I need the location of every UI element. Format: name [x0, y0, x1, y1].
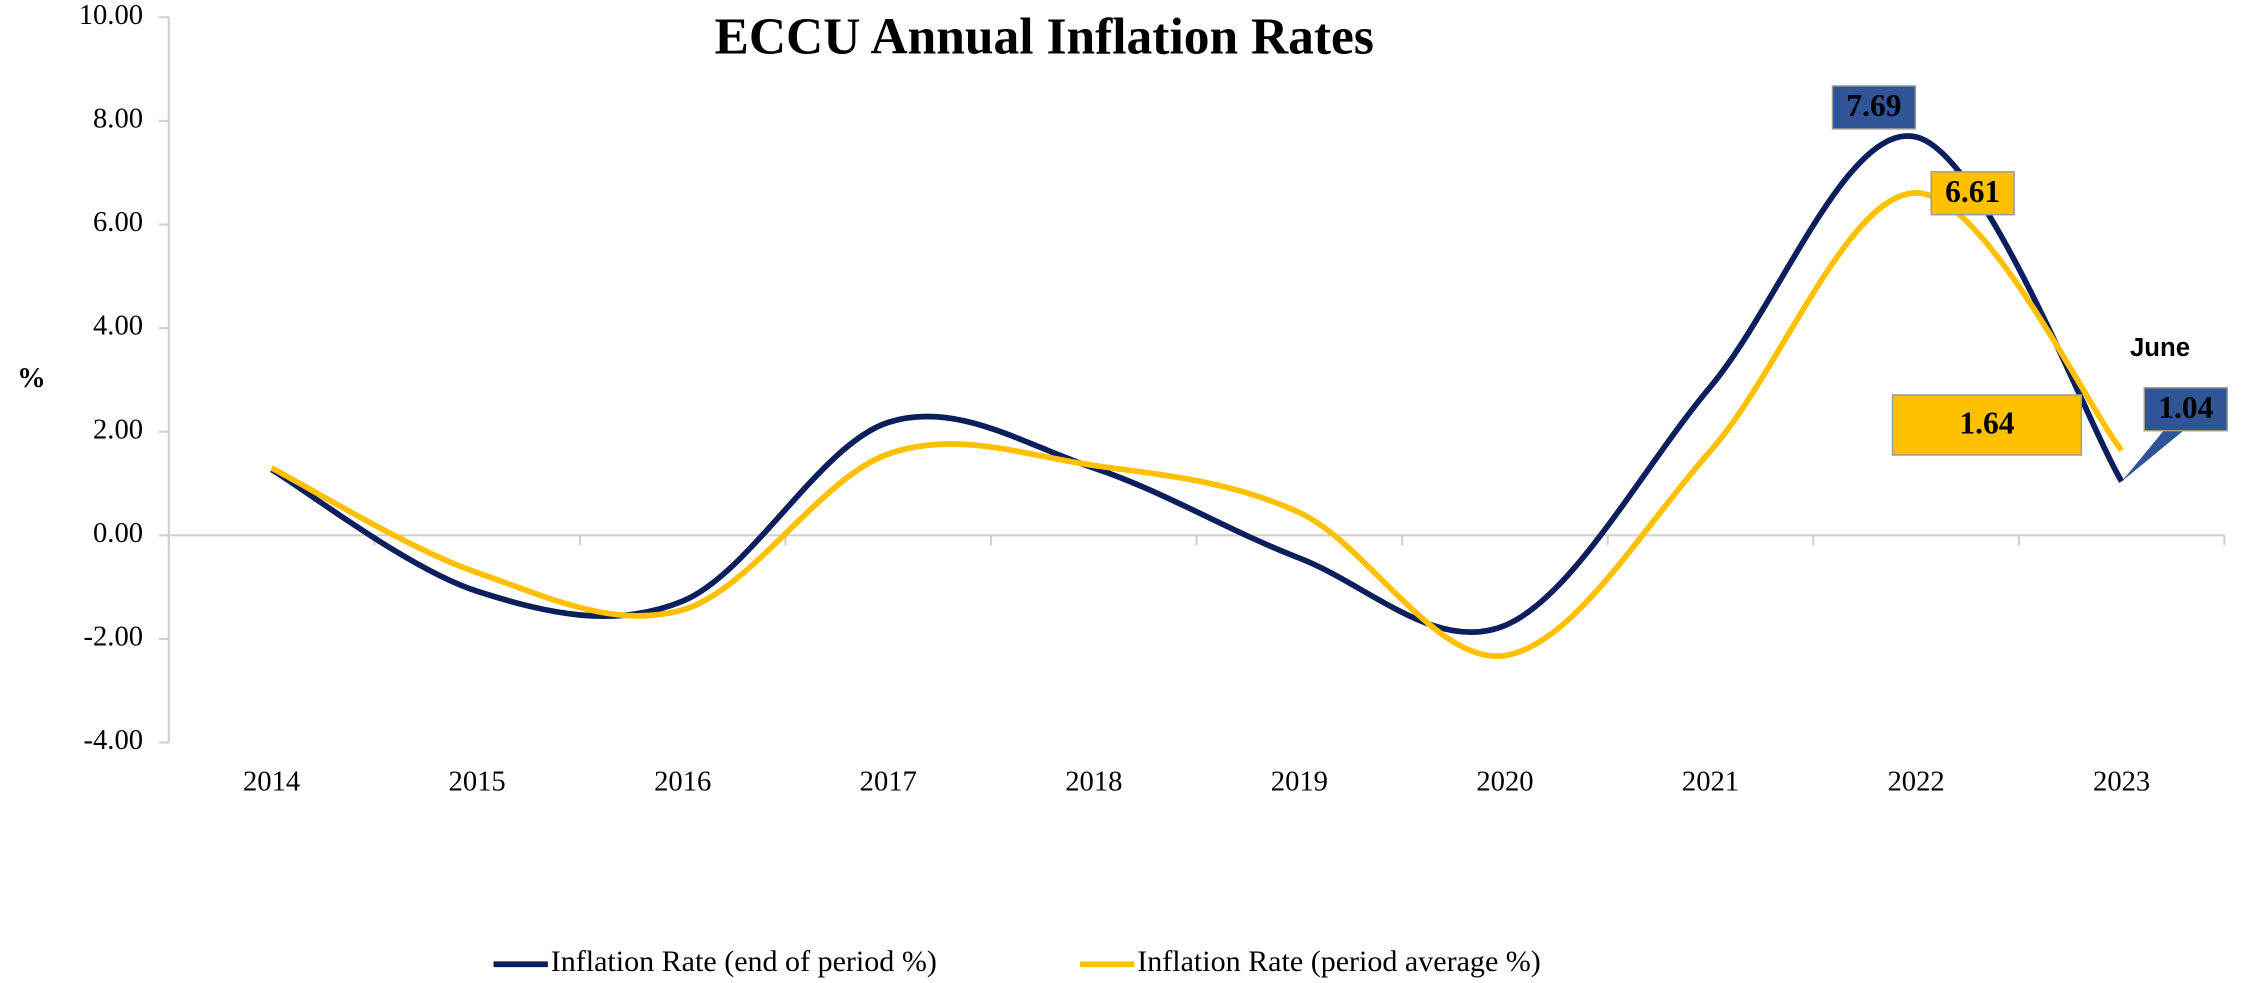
- x-tick-label: 2018: [1065, 767, 1122, 798]
- data-label: 1.64: [1959, 406, 2014, 441]
- data-label-box: [1930, 171, 2015, 216]
- x-tick-label: 2020: [1476, 767, 1533, 798]
- annotation: June: [2130, 334, 2190, 362]
- data-label-box: [2143, 387, 2228, 432]
- legend-label: Inflation Rate (end of period %): [551, 945, 937, 978]
- chart-title: ECCU Annual Inflation Rates: [715, 8, 1374, 65]
- y-tick-label: -2.00: [83, 622, 143, 653]
- data-label: 6.61: [1945, 174, 2000, 209]
- x-tick-label: 2019: [1271, 767, 1328, 798]
- data-label-box: [1891, 394, 2083, 456]
- y-tick-label: 8.00: [93, 103, 143, 134]
- data-label-box: [1831, 85, 1917, 130]
- x-tick-label: 2022: [1887, 767, 1944, 798]
- y-tick-label: 0.00: [93, 518, 143, 549]
- y-tick-label: 10.00: [79, 0, 143, 31]
- series-line: [270, 133, 2125, 635]
- y-axis-label: %: [17, 363, 46, 394]
- x-tick-label: 2015: [449, 767, 506, 798]
- y-tick-label: 4.00: [93, 311, 143, 342]
- x-tick-label: 2016: [654, 767, 711, 798]
- series-line: [270, 190, 2124, 659]
- data-label: 7.69: [1846, 88, 1901, 123]
- data-label: 1.04: [2158, 390, 2213, 425]
- y-tick-label: 2.00: [93, 414, 143, 445]
- y-tick-label: -4.00: [83, 725, 143, 756]
- x-tick-label: 2021: [1682, 767, 1739, 798]
- x-tick-label: 2014: [243, 767, 300, 798]
- callout-pointer: [2121, 426, 2189, 482]
- x-tick-label: 2017: [860, 767, 917, 798]
- legend-label: Inflation Rate (period average %): [1137, 945, 1541, 978]
- y-tick-label: 6.00: [93, 207, 143, 238]
- x-tick-label: 2023: [2093, 767, 2150, 798]
